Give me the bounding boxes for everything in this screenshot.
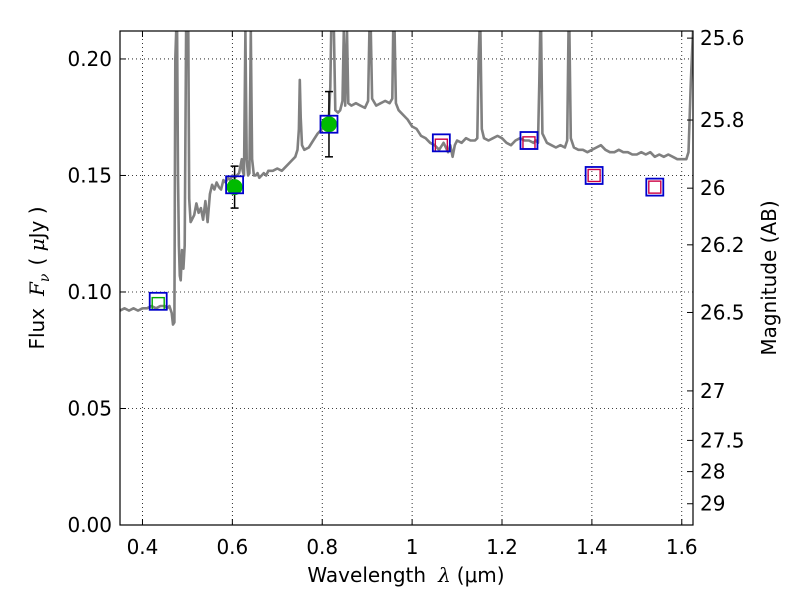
y-axis-label-symbol: F [25, 281, 49, 297]
marker-layer [148, 90, 665, 311]
mag-tick-label: 25.8 [700, 108, 745, 132]
plot-background [120, 31, 693, 525]
observed-point [320, 116, 337, 133]
y-axis-label-text: Flux [25, 308, 49, 350]
model-band-point [645, 177, 665, 197]
spectrum-layer [120, 31, 693, 326]
mag-tick-label: 27 [700, 379, 725, 403]
model-band-point [431, 133, 451, 153]
y-axis-label-open: ( [25, 251, 49, 265]
x-axis-label-symbol: λ [437, 563, 451, 587]
spectrum-line [120, 31, 693, 326]
mag-tick-label: 26 [700, 176, 725, 200]
y-tick-label: 0.05 [67, 396, 112, 420]
x-tick-label: 1 [406, 535, 419, 559]
mag-tick-label: 27.5 [700, 428, 745, 452]
x-tick-label: 1.2 [486, 535, 518, 559]
model-band-point [225, 175, 245, 195]
model-band-point [584, 166, 604, 185]
x-axis-label-text: Wavelength [307, 563, 426, 587]
plot-frame [119, 30, 694, 526]
y-tick-label: 0.00 [67, 513, 112, 537]
y2-axis-label: Magnitude (AB) [757, 200, 781, 355]
x-axis-label: Wavelength λ (μm) [307, 563, 504, 587]
model-band-point [519, 131, 539, 150]
x-tick-label: 1.4 [576, 535, 608, 559]
observed-point [226, 179, 243, 196]
x-tick-label: 0.8 [306, 535, 338, 559]
x-tick-label: 0.6 [216, 535, 248, 559]
model-band-point [319, 114, 339, 134]
y-axis-label-mu: μ [25, 238, 49, 251]
mag-tick-label: 25.6 [700, 26, 745, 50]
y-axis-label-subscript: ν [37, 273, 53, 282]
mag-tick-label: 29 [700, 492, 725, 516]
x-tick-label: 0.4 [127, 535, 159, 559]
y-tick-label: 0.20 [67, 47, 112, 71]
y-tick-label: 0.10 [67, 280, 112, 304]
y-axis-label-unit: Jy ) [25, 206, 49, 240]
x-tick-label: 1.6 [666, 535, 698, 559]
mag-tick-label: 26.2 [700, 233, 745, 257]
x-axis-label-unit: (μm) [457, 563, 505, 587]
tick-layer: 0.4 0.6 0.8 1 1.2 1.4 1.6 0.00 0.05 0.10 0.15 0.20 2… [67, 26, 744, 559]
model-band-point [148, 291, 168, 311]
y-tick-label: 0.15 [67, 163, 112, 187]
mag-tick-label: 26.5 [700, 300, 745, 324]
mag-tick-label: 28 [700, 460, 725, 484]
y-axis-label: Flux Fν ( μJy ) [25, 206, 53, 349]
predicted-point [648, 180, 662, 194]
predicted-point [587, 168, 601, 183]
